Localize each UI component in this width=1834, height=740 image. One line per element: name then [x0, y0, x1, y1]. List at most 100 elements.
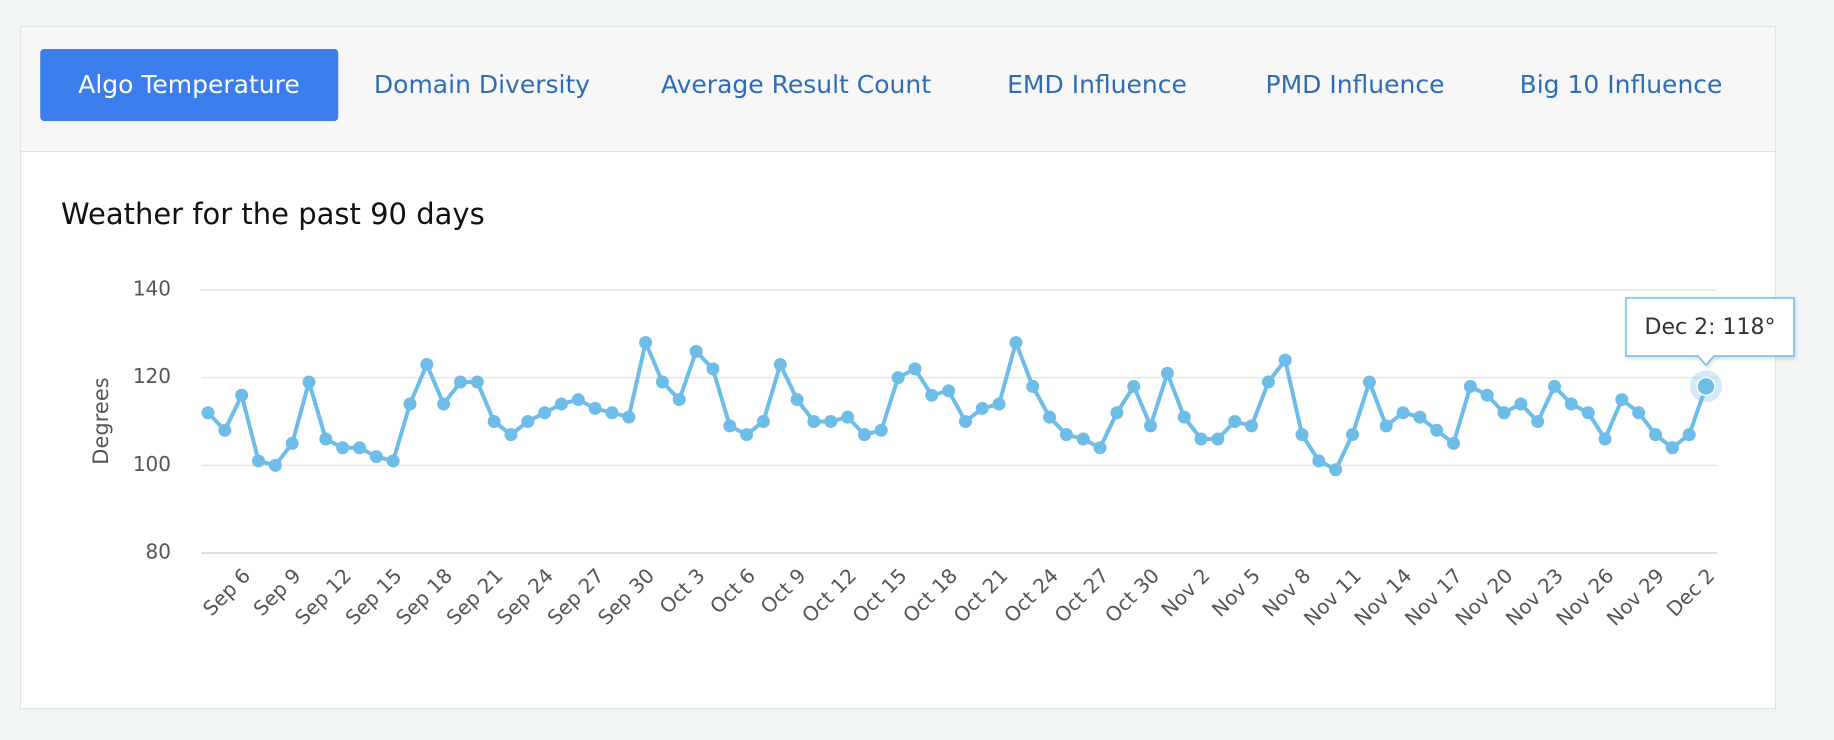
- marker: [1598, 432, 1612, 446]
- marker: [1463, 379, 1477, 393]
- marker: [1682, 428, 1696, 442]
- tab[interactable]: PMD Influence: [1265, 70, 1445, 99]
- x-tick-label: Oct 15: [848, 563, 912, 627]
- tooltip-text: Dec 2: 118°: [1645, 315, 1776, 340]
- marker: [1329, 463, 1343, 477]
- tooltip-box: [1625, 297, 1795, 367]
- marker: [639, 336, 653, 350]
- marker: [958, 415, 972, 428]
- marker: [1514, 397, 1528, 411]
- chart-title: Weather for the past 90 days: [61, 197, 485, 231]
- marker: [201, 406, 215, 420]
- panel: Algo Temperature Domain Diversity Average …: [20, 26, 1776, 709]
- marker: [571, 393, 585, 407]
- marker: [235, 388, 249, 402]
- marker: [538, 406, 552, 420]
- marker: [420, 358, 434, 372]
- marker: [1413, 410, 1427, 424]
- marker: [1228, 415, 1242, 428]
- x-tick-label: Oct 3: [655, 563, 710, 618]
- marker: [1396, 406, 1410, 420]
- marker: [740, 428, 754, 442]
- marker: [605, 406, 619, 420]
- marker: [1696, 376, 1716, 397]
- x-tick-label: Oct 27: [1050, 563, 1114, 627]
- tab-bar: Algo Temperature Domain Diversity Average …: [21, 27, 1775, 152]
- marker: [1480, 388, 1494, 402]
- x-tick-label: Oct 6: [705, 563, 760, 618]
- marker: [1076, 432, 1090, 446]
- marker: [1430, 423, 1444, 437]
- marker: [1632, 406, 1646, 420]
- marker: [588, 401, 602, 415]
- marker: [925, 388, 939, 402]
- y-tick-label: 120: [133, 364, 171, 388]
- marker: [1346, 428, 1360, 442]
- y-axis-label: Degrees: [89, 377, 113, 464]
- marker: [521, 415, 535, 428]
- marker: [1447, 436, 1461, 450]
- marker: [723, 419, 737, 433]
- marker: [1009, 336, 1023, 350]
- marker: [403, 397, 417, 411]
- marker: [1026, 379, 1040, 393]
- marker: [807, 415, 821, 428]
- marker: [285, 436, 299, 450]
- marker: [504, 428, 518, 442]
- marker: [1043, 410, 1057, 424]
- x-tick-label: Oct 24: [999, 563, 1063, 627]
- marker: [672, 393, 686, 407]
- marker: [1312, 454, 1326, 468]
- marker: [1093, 441, 1107, 455]
- x-tick-label: Oct 18: [898, 563, 962, 627]
- marker: [1110, 406, 1124, 420]
- marker: [874, 423, 888, 437]
- marker: [1144, 419, 1158, 433]
- marker: [1362, 375, 1376, 389]
- tab[interactable]: Domain Diversity: [373, 70, 591, 99]
- marker: [218, 423, 232, 437]
- x-tick-label: Nov 29: [1602, 563, 1669, 630]
- tab[interactable]: EMD Influence: [1007, 70, 1187, 99]
- x-tick-label: Nov 5: [1207, 563, 1265, 621]
- marker: [1127, 379, 1141, 393]
- tab[interactable]: Average Result Count: [660, 70, 932, 99]
- marker: [1261, 375, 1275, 389]
- marker: [1177, 410, 1191, 424]
- marker: [756, 415, 770, 428]
- marker: [689, 344, 703, 358]
- marker: [706, 362, 720, 376]
- marker: [268, 458, 282, 472]
- x-tick-label: Oct 21: [949, 563, 1013, 627]
- marker: [1295, 428, 1309, 442]
- x-tick-label: Dec 2: [1662, 563, 1720, 621]
- x-tick-label: Sep 30: [593, 563, 659, 629]
- marker: [1245, 419, 1259, 433]
- marker: [302, 375, 316, 389]
- marker: [1581, 406, 1595, 420]
- marker: [841, 410, 855, 424]
- x-tick-label: Sep 6: [198, 563, 255, 620]
- x-tick-label: Nov 2: [1156, 563, 1214, 621]
- marker: [1665, 441, 1679, 455]
- marker: [773, 358, 787, 372]
- marker: [942, 384, 956, 398]
- marker: [1160, 366, 1174, 380]
- marker: [369, 450, 383, 464]
- marker: [824, 415, 838, 428]
- marker: [386, 454, 400, 468]
- marker: [790, 393, 804, 407]
- tab[interactable]: Big 10 Influence: [1519, 70, 1723, 99]
- marker: [352, 441, 366, 455]
- marker: [1497, 406, 1511, 420]
- marker: [336, 441, 350, 455]
- y-tick-label: 80: [146, 540, 171, 564]
- marker: [1379, 419, 1393, 433]
- marker: [857, 428, 871, 442]
- marker: [1278, 353, 1292, 367]
- marker: [1615, 393, 1629, 407]
- marker: [487, 415, 501, 428]
- tab[interactable]: Algo Temperature: [40, 49, 338, 121]
- x-tick-label: Oct 12: [797, 563, 861, 627]
- marker: [453, 375, 467, 389]
